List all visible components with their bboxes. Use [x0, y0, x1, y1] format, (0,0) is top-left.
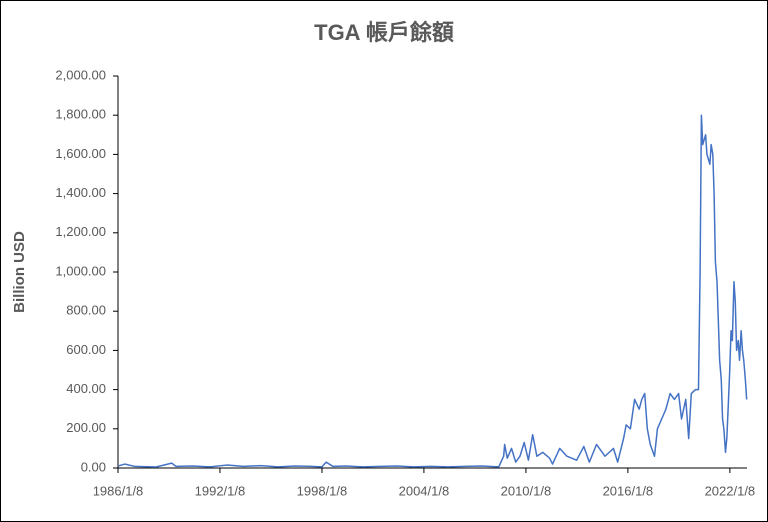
- y-tick-label: 1,400.00: [55, 185, 106, 200]
- y-tick-label: 1,800.00: [55, 107, 106, 122]
- x-tick-label: 1998/1/8: [297, 483, 348, 498]
- x-tick-label: 2016/1/8: [603, 483, 654, 498]
- y-tick-label: 400.00: [66, 381, 106, 396]
- y-tick-label: 200.00: [66, 420, 106, 435]
- x-tick-label: 1992/1/8: [195, 483, 246, 498]
- x-tick-label: 1986/1/8: [93, 483, 144, 498]
- x-tick-label: 2010/1/8: [501, 483, 552, 498]
- y-tick-label: 0.00: [81, 459, 106, 474]
- chart-title: TGA 帳戶餘額: [314, 20, 454, 45]
- y-tick-label: 1,000.00: [55, 263, 106, 278]
- y-tick-label: 2,000.00: [55, 67, 106, 82]
- y-tick-label: 800.00: [66, 303, 106, 318]
- y-tick-label: 600.00: [66, 342, 106, 357]
- x-tick-label: 2022/1/8: [705, 483, 756, 498]
- y-tick-label: 1,200.00: [55, 224, 106, 239]
- x-tick-label: 2004/1/8: [399, 483, 450, 498]
- y-tick-label: 1,600.00: [55, 146, 106, 161]
- y-axis-title: Billion USD: [11, 231, 28, 313]
- data-line: [117, 114, 748, 468]
